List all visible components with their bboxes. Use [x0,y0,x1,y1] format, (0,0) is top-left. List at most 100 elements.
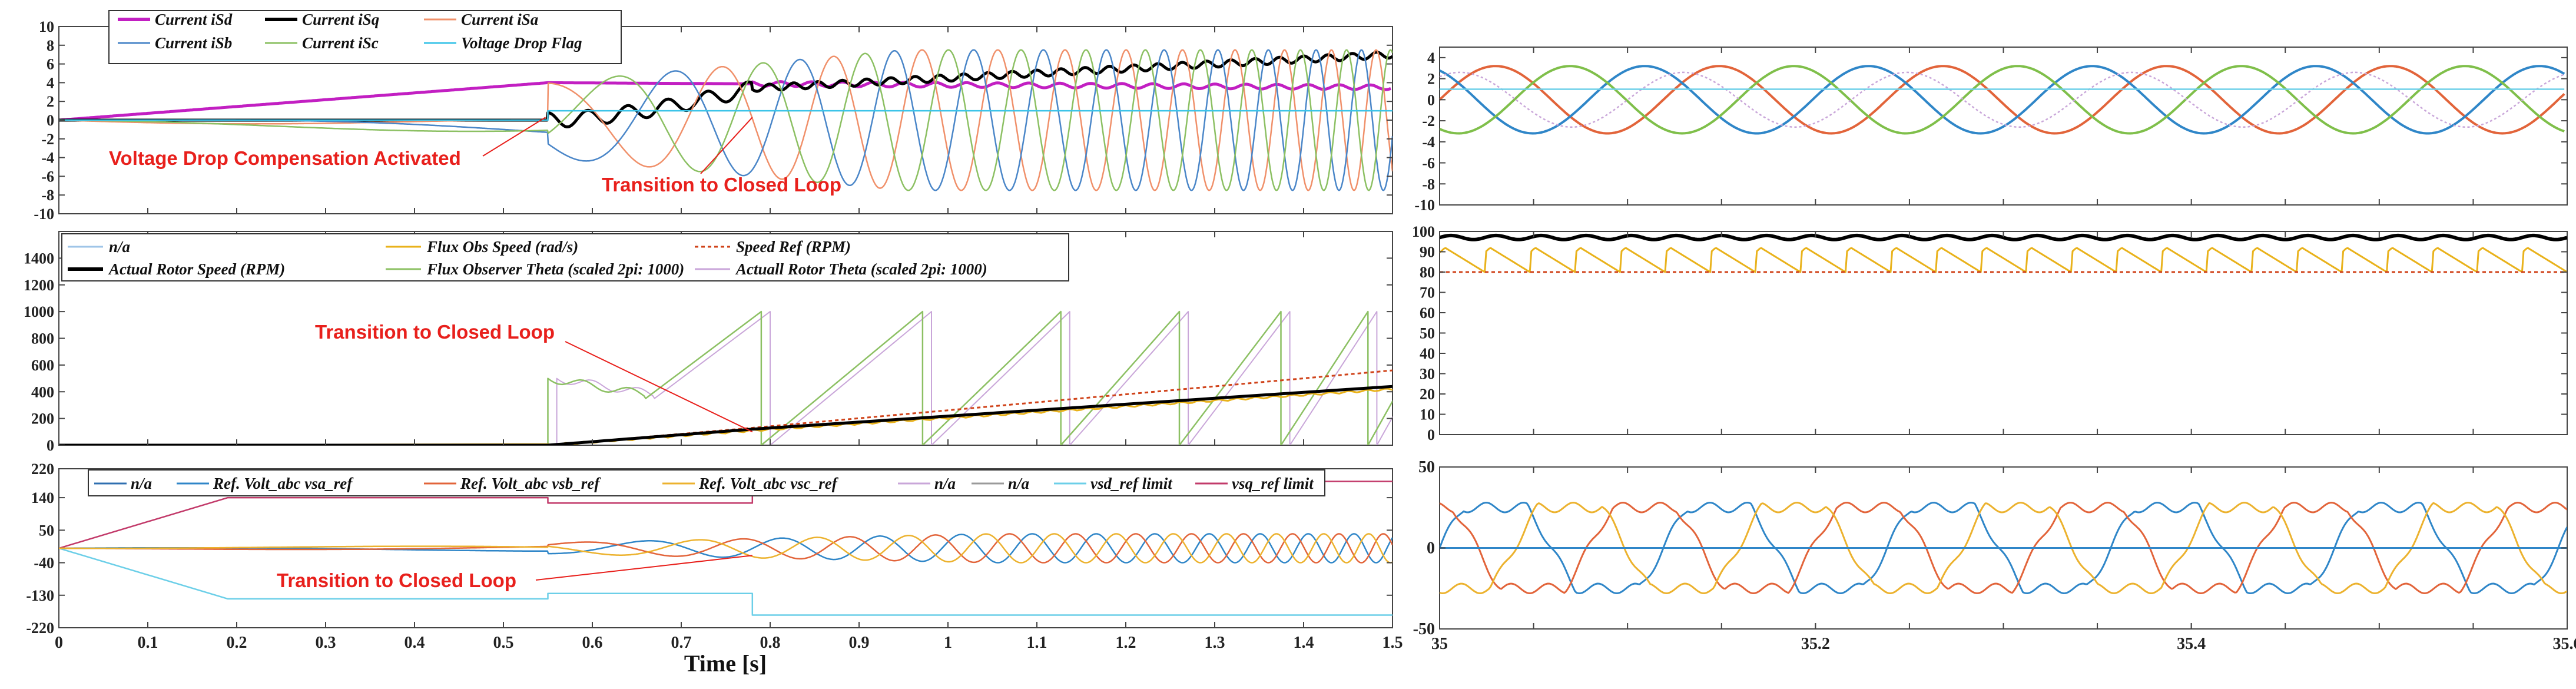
series-flux-observer-theta-scaled-2pi-1000 [547,310,1393,445]
legend-label: Current iSq [302,11,379,28]
legend-label: n/a [934,475,956,492]
y-tick-label: 600 [31,357,54,374]
legend-label: vsq_ref limit [1232,475,1314,492]
series-current-isc [59,49,1393,191]
series-current-isd [59,80,1391,122]
x-tick-label: 1.5 [1383,634,1403,652]
y-tick-label: -2 [41,131,54,148]
y-tick-label: -50 [1413,620,1435,638]
legend-label: Ref. Volt_abc vsc_ref [698,475,839,492]
x-axis-label: Time [s] [684,650,767,677]
series-isa [1440,65,2565,135]
series-ref-volt-abc-vsb-ref [59,533,1393,564]
legend-label: Flux Observer Theta (scaled 2pi: 1000) [426,260,684,278]
x-tick-label: 0.7 [671,634,692,652]
y-tick-label: 800 [31,330,54,347]
y-tick-label: 10 [1420,406,1435,423]
x-tick-label: 35.4 [2177,635,2206,653]
panel-p4: 4 2 0 -2 -4 -6 -8 -10 [1414,47,2568,214]
x-tick-label: 0.3 [316,634,336,652]
legend-label: vsd_ref limit [1090,475,1173,492]
series-flux-obs-speed [1440,247,2567,273]
legend-label: n/a [109,238,130,256]
y-tick-label: -6 [41,168,54,185]
x-tick-label: 0.6 [582,634,603,652]
annotation-arrow [482,117,546,157]
y-tick-label: 1000 [24,303,54,320]
y-tick-label: -4 [1422,134,1435,151]
y-tick-label: -6 [1422,155,1435,172]
series-isb [1440,65,2565,135]
y-tick-label: 20 [1420,386,1435,403]
annotation-arrow [700,117,753,174]
y-tick-label: 60 [1420,304,1435,322]
legend-label: Current iSc [302,34,379,52]
series-vsd-ref-limit [59,547,1393,616]
legend-label: n/a [131,475,152,492]
x-tick-label: 35 [1431,635,1448,653]
series-current-isa [59,49,1393,191]
y-tick-label: 80 [1420,264,1435,281]
legend-label: Ref. Volt_abc vsb_ref [460,475,601,492]
x-tick-label: 1.3 [1205,634,1225,652]
y-tick-label: 40 [1420,345,1435,362]
series-speed-ref-rpm [59,369,1393,445]
annotation: Transition to Closed Loop [277,569,516,591]
y-tick-label: -10 [1414,197,1435,214]
y-tick-label: 70 [1420,284,1435,302]
y-tick-label: -10 [34,206,54,223]
y-tick-label: 200 [31,410,54,428]
legend-label: n/a [1008,475,1029,492]
annotation: Transition to Closed Loop [315,321,555,343]
y-tick-label: 50 [1418,458,1435,476]
y-tick-label: 220 [31,461,54,478]
y-tick-label: 1400 [24,250,54,267]
y-tick-label: 0 [1427,91,1435,108]
series-actual-rotor-speed-rpm [59,385,1393,445]
y-tick-label: -8 [1422,175,1435,193]
x-tick-label: 1 [944,634,952,652]
series-voltage-drop-flag [59,110,1393,121]
series-group-p2 [59,310,1393,445]
y-tick-label: 140 [31,489,54,506]
x-tick-label: 0.8 [760,634,781,652]
x-tick-label: 35.2 [1801,635,1830,653]
series-group-p3 [59,481,1393,616]
y-tick-label: -4 [41,150,54,167]
series-group-p4 [1440,65,2565,135]
y-tick-label: 1200 [24,277,54,294]
legend-label: Actual Rotor Speed (RPM) [108,260,285,278]
legend-label: Current iSb [155,34,232,52]
x-tick-label: 35.6 [2553,635,2576,653]
panel-p2: 1400 1200 1000 800 600 400 200 0 Transition to … [24,231,1393,454]
y-tick-label: 0 [1427,426,1435,443]
x-tick-label: 0.4 [405,634,425,652]
y-tick-label: 50 [39,522,54,539]
y-tick-label: 10 [39,18,54,35]
legend-box [88,469,1325,496]
series-actuall-rotor-theta-scaled-2pi-1000 [556,311,1393,445]
y-tick-label: -8 [41,187,54,204]
legend-label: Current iSd [155,11,233,28]
legend-label: Flux Obs Speed (rad/s) [426,238,578,256]
y-tick-label: -40 [34,555,54,572]
legend-label: Speed Ref (RPM) [736,238,851,256]
y-tick-label: 100 [1412,223,1435,240]
y-tick-label: 0 [47,437,54,454]
legend-box [108,10,622,64]
annotation-arrow [565,341,753,433]
series-vsc-ref [1440,502,2567,594]
y-tick-label: 0 [1427,539,1435,558]
annotation: Transition to Closed Loop [602,174,841,196]
y-tick-label: 2 [47,93,54,110]
y-tick-label: -220 [26,620,54,637]
y-tick-label: 4 [47,74,54,91]
legend-box [61,233,1069,281]
annotation-arrow [535,555,752,581]
series-vsa-ref [1440,502,2567,594]
x-tick-label: 0.1 [138,634,158,652]
x-tick-label: 0.5 [493,634,514,652]
